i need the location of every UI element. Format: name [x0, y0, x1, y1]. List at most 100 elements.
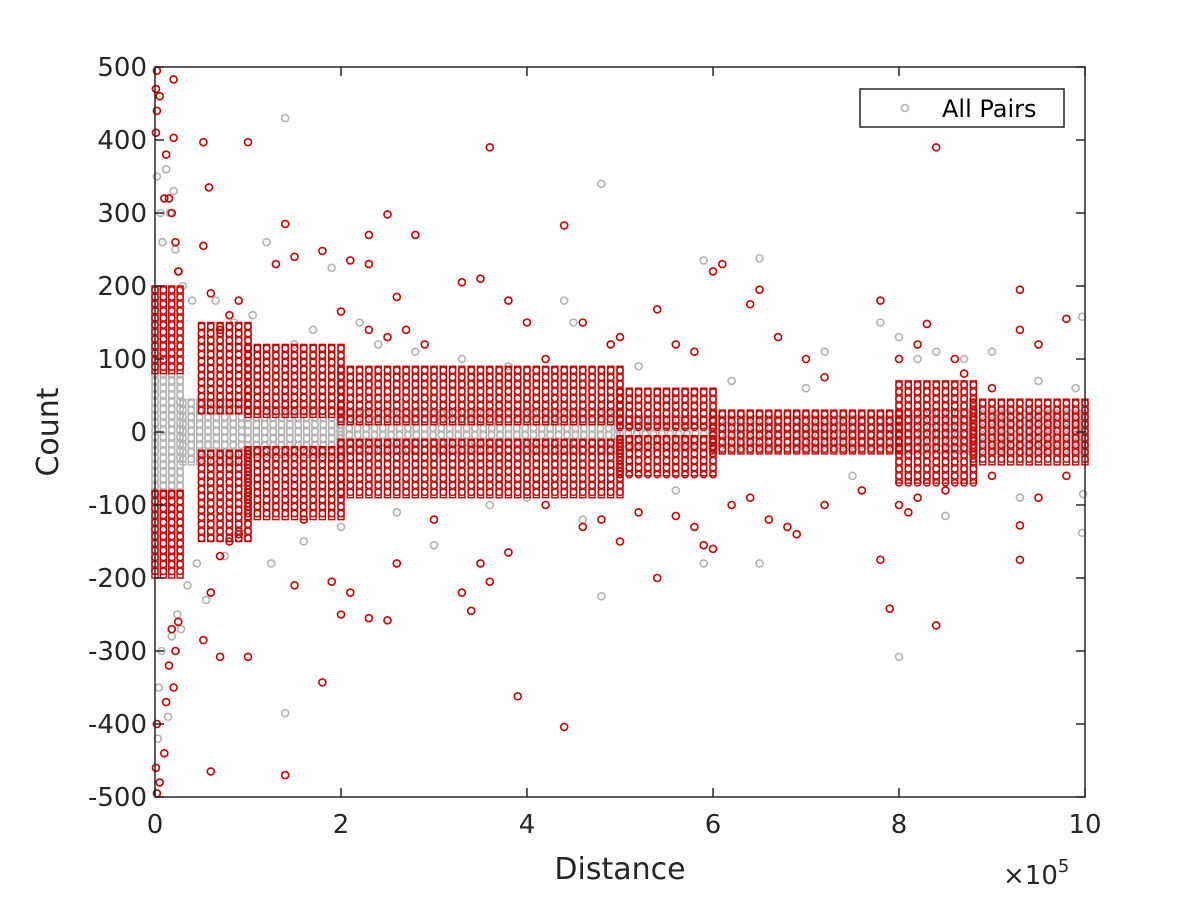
data-point: [262, 407, 271, 416]
data-point: [802, 445, 810, 453]
point-column: [718, 409, 726, 455]
point-column: [746, 409, 754, 455]
point-column: [272, 445, 280, 521]
point-column: [272, 343, 280, 419]
data-point: [1034, 493, 1043, 503]
data-point: [411, 230, 420, 240]
data-point: [941, 486, 950, 495]
point-column: [514, 365, 522, 426]
data-point: [392, 507, 402, 517]
data-point: [597, 591, 606, 601]
data-point: [867, 445, 875, 453]
data-point: [876, 555, 885, 565]
data-point: [681, 423, 689, 432]
data-point: [244, 407, 252, 416]
data-point: [825, 444, 834, 452]
data-point: [374, 488, 383, 497]
data-point: [1015, 285, 1025, 294]
point-column: [281, 445, 289, 521]
data-point: [857, 486, 867, 495]
data-point: [950, 478, 959, 487]
data-point: [187, 296, 197, 305]
point-column: [379, 409, 387, 455]
data-point: [741, 444, 750, 452]
data-point: [234, 406, 243, 415]
point-column: [411, 438, 420, 499]
point-column: [290, 445, 299, 521]
y-tick-label: 200: [97, 272, 147, 302]
data-point: [176, 567, 185, 576]
data-point: [717, 259, 727, 269]
data-point: [606, 340, 616, 349]
data-point: [699, 256, 709, 265]
data-point: [1062, 455, 1071, 464]
data-point: [169, 186, 178, 196]
data-point: [522, 318, 532, 327]
data-point: [234, 296, 243, 305]
data-point: [513, 691, 523, 701]
point-column: [467, 438, 475, 499]
point-column: [495, 365, 503, 426]
data-point: [616, 470, 624, 479]
data-point: [383, 332, 392, 342]
data-point: [327, 577, 337, 586]
data-point: [597, 515, 606, 524]
data-point: [280, 219, 290, 229]
data-point: [839, 445, 848, 453]
data-point: [402, 415, 410, 424]
data-point: [485, 415, 494, 424]
data-point: [337, 509, 345, 518]
data-point: [699, 470, 708, 479]
x-multiplier-base: ×10: [1003, 861, 1058, 891]
data-point: [922, 319, 932, 329]
point-column: [560, 365, 568, 426]
point-column: [328, 445, 336, 521]
data-point: [588, 415, 596, 424]
point-column: [755, 409, 764, 455]
point-column: [995, 409, 1004, 455]
data-point: [355, 318, 364, 327]
data-point: [950, 354, 960, 364]
data-point: [167, 624, 177, 634]
data-point: [541, 500, 550, 510]
data-point: [727, 376, 736, 386]
point-column: [793, 409, 801, 455]
data-point: [820, 445, 829, 453]
data-point: [634, 507, 643, 517]
data-point: [606, 415, 615, 424]
data-point: [253, 407, 262, 416]
point-column: [588, 365, 596, 426]
x-axis-multiplier: ×105: [1003, 856, 1069, 891]
point-column: [430, 438, 438, 499]
point-column: [448, 438, 457, 499]
data-point: [895, 478, 903, 487]
data-point: [195, 455, 204, 464]
data-point: [569, 318, 578, 327]
data-point: [197, 406, 206, 415]
data-point: [457, 488, 466, 497]
point-column: [867, 409, 875, 455]
point-column: [383, 365, 392, 426]
point-column: [546, 409, 554, 455]
data-point: [448, 488, 457, 497]
data-point: [364, 613, 374, 623]
data-point: [262, 509, 271, 518]
point-column: [597, 438, 606, 499]
data-point: [745, 493, 755, 503]
x-axis-label: Distance: [554, 852, 685, 887]
data-point: [801, 383, 811, 393]
data-point: [169, 75, 178, 84]
data-point: [485, 500, 495, 510]
data-point: [755, 253, 764, 263]
data-point: [345, 256, 355, 265]
data-point: [285, 448, 294, 457]
legend-box: [859, 88, 1065, 128]
data-point: [495, 415, 503, 424]
data-point: [699, 423, 708, 432]
data-point: [485, 143, 495, 152]
data-point: [439, 415, 448, 424]
data-point: [164, 661, 174, 670]
data-point: [244, 509, 252, 518]
point-column: [737, 409, 745, 455]
data-point: [931, 143, 941, 152]
